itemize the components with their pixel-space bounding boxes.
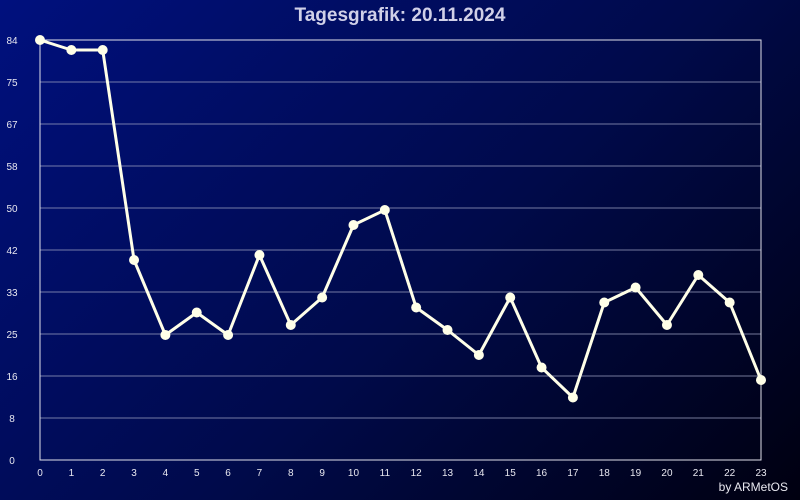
- x-tick-label: 19: [630, 468, 642, 479]
- data-point: [160, 330, 171, 340]
- x-tick-label: 8: [288, 468, 294, 479]
- data-point: [567, 392, 578, 403]
- x-axis-ticks: 0 1 2 3 4 5 6 7 8 9 10 11 12 13 14 15 16 17 18 19 20 21 22 23: [37, 468, 767, 479]
- data-point: [536, 362, 547, 373]
- x-tick-label: 23: [755, 468, 767, 479]
- x-tick-label: 18: [599, 468, 611, 479]
- data-point: [129, 255, 140, 265]
- x-tick-label: 14: [473, 468, 485, 479]
- x-tick-label: 13: [442, 468, 454, 479]
- y-axis-ticks: 0 8 16 25 33 42 50 58 67 75 84: [6, 36, 18, 467]
- x-tick-label: 2: [100, 468, 106, 479]
- data-point: [379, 205, 390, 215]
- y-tick-label: 0: [9, 456, 15, 467]
- grid-lines: [40, 81, 761, 419]
- x-tick-label: 16: [536, 468, 548, 479]
- data-point: [693, 270, 704, 280]
- data-point: [66, 45, 77, 55]
- data-point: [97, 45, 108, 55]
- data-point: [348, 220, 359, 230]
- x-tick-label: 6: [225, 468, 231, 479]
- plot-frame: [39, 39, 762, 461]
- x-tick-label: 20: [661, 468, 673, 479]
- x-tick-label: 12: [411, 468, 423, 479]
- y-tick-label: 75: [6, 78, 18, 89]
- x-tick-label: 21: [693, 468, 705, 479]
- data-point: [505, 292, 516, 303]
- data-point: [756, 375, 766, 385]
- x-tick-label: 5: [194, 468, 200, 479]
- x-tick-label: 9: [319, 468, 325, 479]
- x-tick-label: 0: [37, 468, 43, 479]
- x-tick-label: 11: [380, 468, 391, 479]
- data-point: [191, 307, 202, 318]
- data-point: [285, 320, 296, 330]
- y-tick-label: 42: [6, 246, 18, 257]
- data-point: [442, 325, 453, 335]
- y-tick-label: 67: [6, 120, 18, 131]
- data-point: [317, 292, 328, 303]
- series-line: [39, 38, 763, 399]
- data-point: [724, 297, 735, 308]
- x-tick-label: 15: [505, 468, 517, 479]
- data-point: [661, 320, 672, 330]
- y-tick-label: 8: [9, 414, 15, 425]
- y-tick-label: 25: [6, 330, 18, 341]
- data-point: [35, 35, 45, 45]
- data-point: [223, 330, 234, 340]
- data-point: [411, 302, 422, 313]
- series-layer: [35, 35, 766, 403]
- x-tick-label: 3: [131, 468, 137, 479]
- y-tick-label: 16: [6, 372, 18, 383]
- x-tick-label: 10: [348, 468, 360, 479]
- x-tick-label: 17: [567, 468, 579, 479]
- credit-text: by ARMetOS: [718, 480, 788, 494]
- data-point: [254, 250, 265, 260]
- x-tick-label: 1: [69, 468, 75, 479]
- data-point: [630, 282, 641, 293]
- chart-title: Tagesgrafik: 20.11.2024: [294, 5, 506, 26]
- data-point: [599, 297, 610, 308]
- y-tick-label: 84: [6, 36, 18, 47]
- y-tick-label: 33: [6, 288, 18, 299]
- x-tick-label: 7: [257, 468, 263, 479]
- x-tick-label: 4: [163, 468, 169, 479]
- x-tick-label: 22: [724, 468, 736, 479]
- data-point: [473, 350, 484, 360]
- y-tick-label: 58: [6, 162, 18, 173]
- y-tick-label: 50: [6, 204, 18, 215]
